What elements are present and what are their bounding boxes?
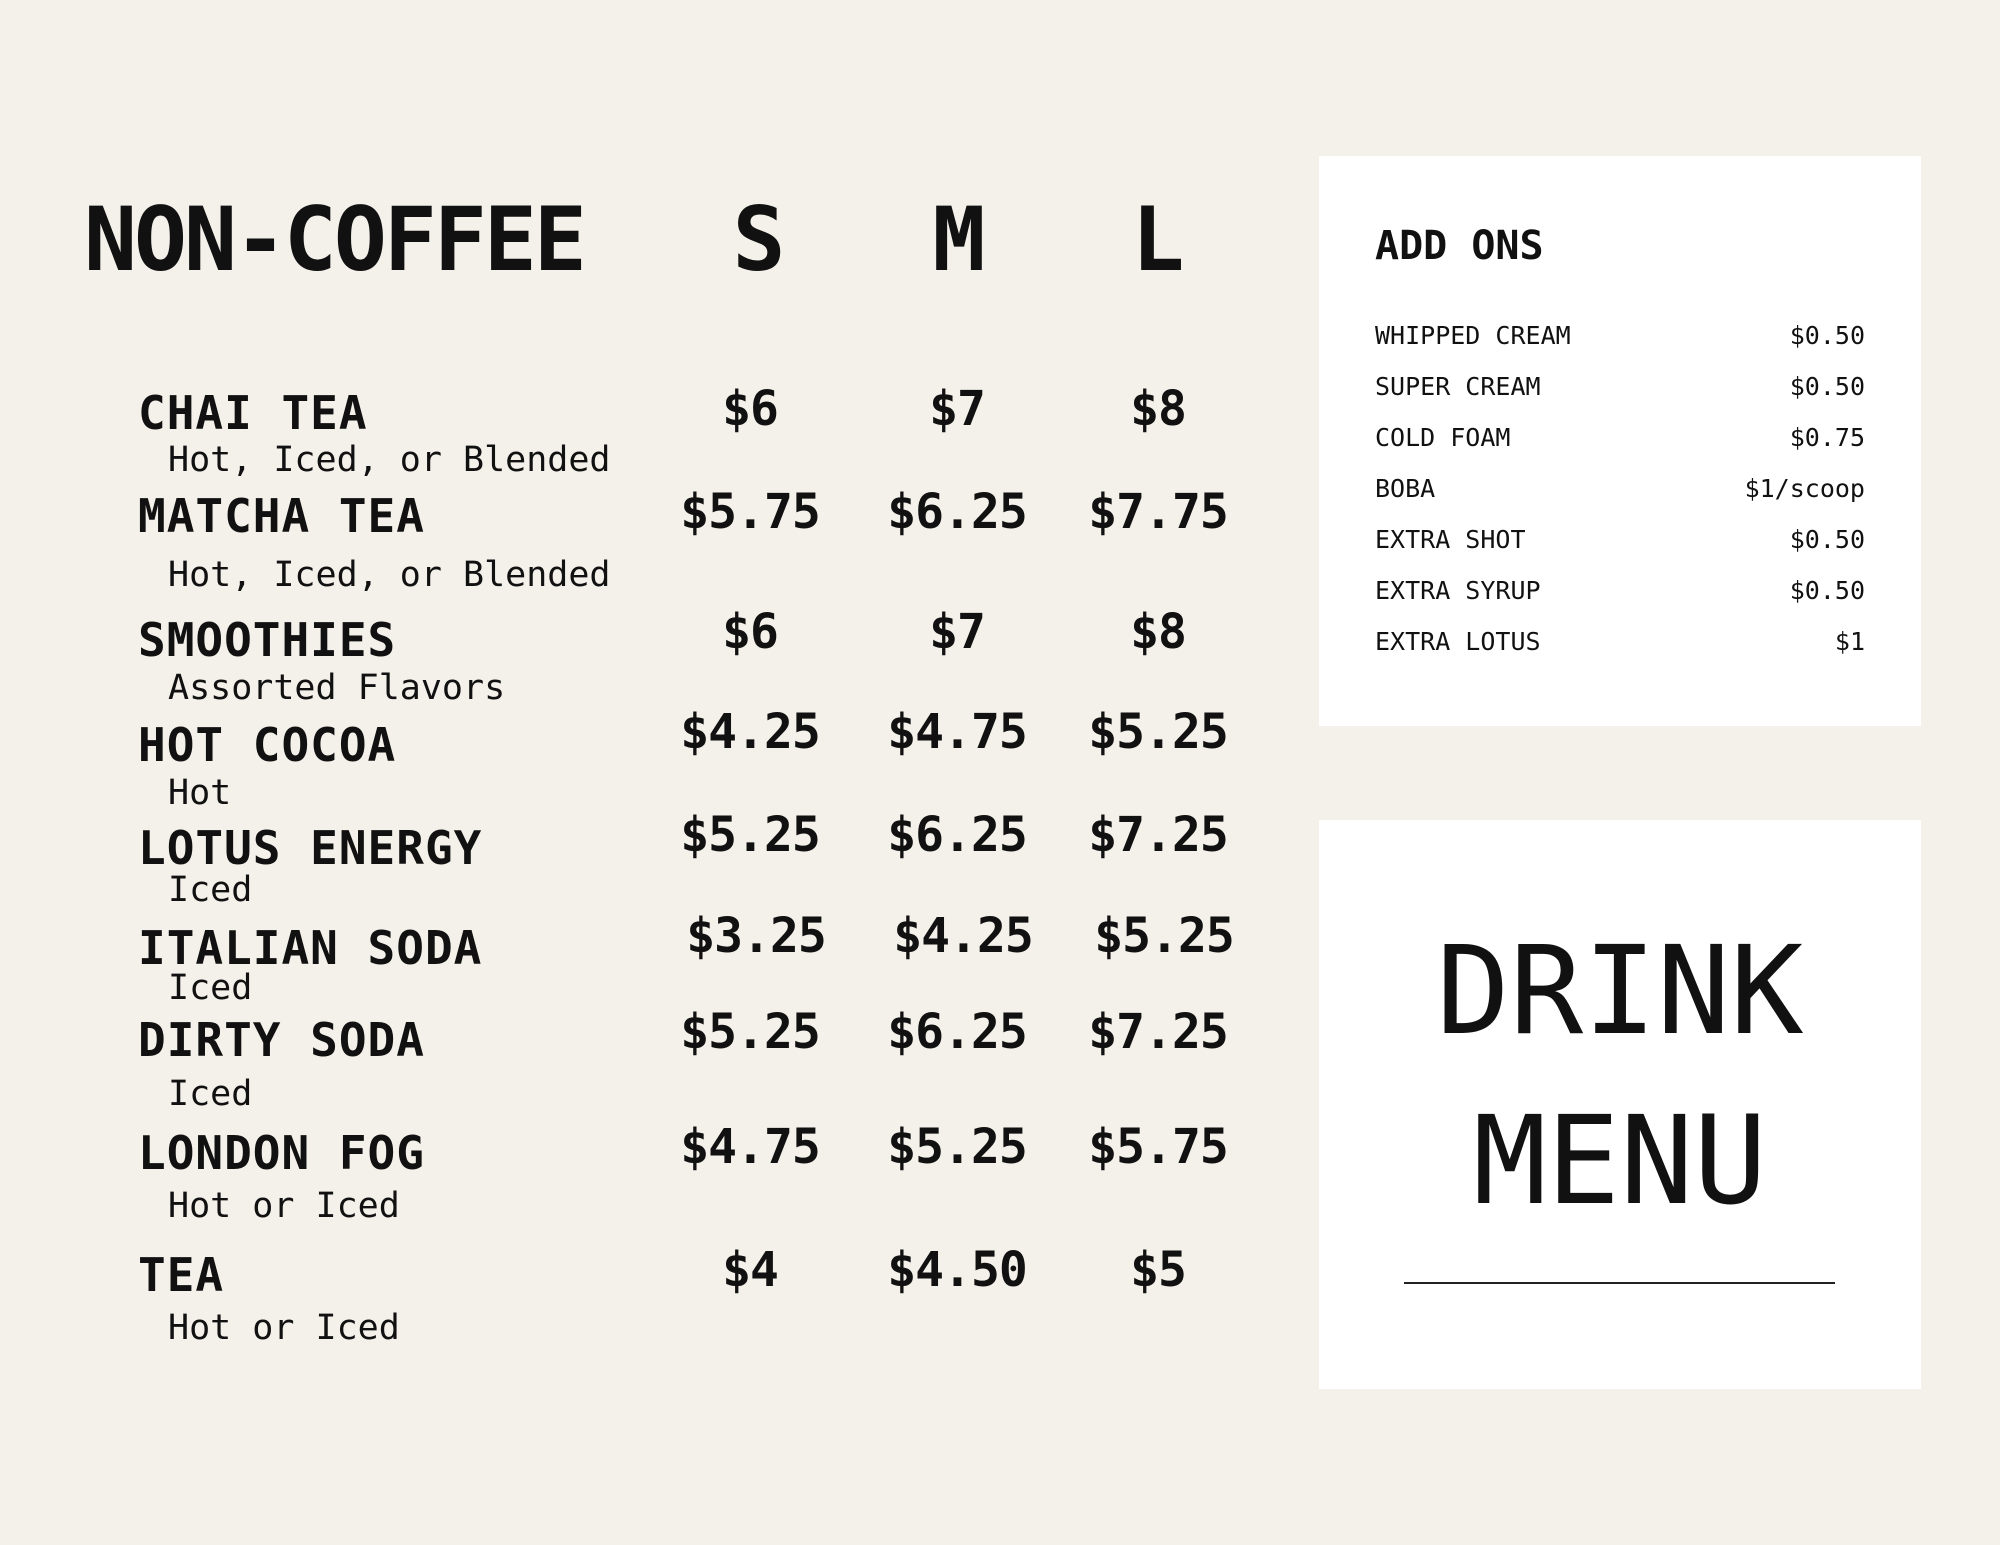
addon-price: $1 bbox=[1834, 627, 1865, 656]
item-description: Hot bbox=[168, 773, 232, 813]
item-description: Hot or Iced bbox=[168, 1186, 400, 1226]
addon-price: $0.75 bbox=[1789, 423, 1865, 452]
item-description: Iced bbox=[168, 1074, 253, 1114]
item-price-m: $7 bbox=[929, 381, 986, 437]
item-price-l: $8 bbox=[1130, 381, 1187, 437]
addon-price: $1/scoop bbox=[1744, 474, 1865, 503]
item-price-s: $5.75 bbox=[680, 484, 821, 540]
item-description: Hot, Iced, or Blended bbox=[168, 555, 611, 595]
item-price-l: $8 bbox=[1130, 604, 1187, 660]
item-price-s: $4 bbox=[722, 1242, 779, 1298]
addon-price: $0.50 bbox=[1789, 576, 1865, 605]
size-header-l: L bbox=[1131, 188, 1185, 291]
item-price-m: $5.25 bbox=[887, 1119, 1028, 1175]
item-price-s: $5.25 bbox=[680, 1004, 821, 1060]
addon-item: EXTRA SHOT $0.50 bbox=[1375, 527, 1865, 552]
section-title: NON-COFFEE bbox=[84, 188, 587, 291]
size-header-m: M bbox=[932, 188, 986, 291]
item-price-m: $6.25 bbox=[887, 1004, 1028, 1060]
addon-name: EXTRA LOTUS bbox=[1375, 627, 1541, 656]
item-name: ITALIAN SODA bbox=[138, 921, 483, 975]
addon-item: WHIPPED CREAM $0.50 bbox=[1375, 323, 1865, 348]
item-description: Assorted Flavors bbox=[168, 668, 506, 708]
drink-menu-panel: DRINK MENU bbox=[1319, 820, 1921, 1389]
item-price-l: $7.25 bbox=[1088, 807, 1229, 863]
item-name: DIRTY SODA bbox=[138, 1013, 425, 1067]
item-name: HOT COCOA bbox=[138, 718, 397, 772]
addon-name: SUPER CREAM bbox=[1375, 372, 1541, 401]
addons-title: ADD ONS bbox=[1375, 223, 1544, 269]
item-description: Iced bbox=[168, 968, 253, 1008]
item-price-l: $7.25 bbox=[1088, 1004, 1229, 1060]
addon-name: EXTRA SHOT bbox=[1375, 525, 1526, 554]
item-price-s: $4.75 bbox=[680, 1119, 821, 1175]
addon-name: BOBA bbox=[1375, 474, 1436, 503]
addon-name: WHIPPED CREAM bbox=[1375, 321, 1571, 350]
item-price-m: $6.25 bbox=[887, 484, 1028, 540]
addon-name: COLD FOAM bbox=[1375, 423, 1511, 452]
item-name: LONDON FOG bbox=[138, 1126, 425, 1180]
addon-item: BOBA $1/scoop bbox=[1375, 476, 1865, 501]
item-name: SMOOTHIES bbox=[138, 613, 397, 667]
addon-price: $0.50 bbox=[1789, 321, 1865, 350]
size-header-s: S bbox=[732, 188, 786, 291]
item-name: MATCHA TEA bbox=[138, 489, 425, 543]
item-name: LOTUS ENERGY bbox=[138, 821, 483, 875]
item-name: TEA bbox=[138, 1248, 225, 1302]
item-price-m: $7 bbox=[929, 604, 986, 660]
addon-item: COLD FOAM $0.75 bbox=[1375, 425, 1865, 450]
item-description: Hot or Iced bbox=[168, 1308, 400, 1348]
addon-item: EXTRA SYRUP $0.50 bbox=[1375, 578, 1865, 603]
item-price-m: $4.25 bbox=[893, 908, 1034, 964]
addon-price: $0.50 bbox=[1789, 525, 1865, 554]
item-price-l: $7.75 bbox=[1088, 484, 1229, 540]
item-price-m: $4.50 bbox=[887, 1242, 1028, 1298]
item-price-s: $6 bbox=[722, 381, 779, 437]
item-price-s: $3.25 bbox=[686, 908, 827, 964]
item-price-l: $5.25 bbox=[1094, 908, 1235, 964]
addon-price: $0.50 bbox=[1789, 372, 1865, 401]
addon-name: EXTRA SYRUP bbox=[1375, 576, 1541, 605]
addons-panel: ADD ONS WHIPPED CREAM $0.50 SUPER CREAM … bbox=[1319, 156, 1921, 726]
item-price-s: $5.25 bbox=[680, 807, 821, 863]
divider-line bbox=[1404, 1282, 1835, 1284]
item-description: Iced bbox=[168, 870, 253, 910]
item-price-l: $5.75 bbox=[1088, 1119, 1229, 1175]
addon-item: EXTRA LOTUS $1 bbox=[1375, 629, 1865, 654]
item-price-l: $5.25 bbox=[1088, 704, 1229, 760]
item-price-s: $4.25 bbox=[680, 704, 821, 760]
item-price-m: $4.75 bbox=[887, 704, 1028, 760]
item-name: CHAI TEA bbox=[138, 386, 368, 440]
item-description: Hot, Iced, or Blended bbox=[168, 440, 611, 480]
addon-item: SUPER CREAM $0.50 bbox=[1375, 374, 1865, 399]
item-price-l: $5 bbox=[1130, 1242, 1187, 1298]
banner-line-1: DRINK bbox=[1436, 920, 1804, 1062]
item-price-s: $6 bbox=[722, 604, 779, 660]
banner-line-2: MENU bbox=[1473, 1090, 1767, 1232]
item-price-m: $6.25 bbox=[887, 807, 1028, 863]
